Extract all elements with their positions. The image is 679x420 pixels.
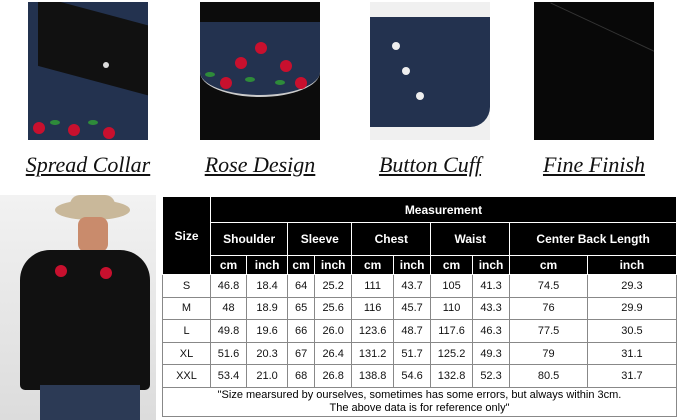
value-cell: 29.3 xyxy=(586,274,678,298)
value-cell: 51.6 xyxy=(210,341,247,366)
size-cell: XL xyxy=(162,341,211,366)
unit-header: cm xyxy=(287,255,315,275)
value-cell: 77.5 xyxy=(509,319,588,343)
value-cell: 79 xyxy=(509,341,588,366)
value-cell: 52.3 xyxy=(471,364,511,388)
table-row: S 46.8 18.4 64 25.2 111 43.7 105 41.3 74.5 29.3 xyxy=(162,274,678,298)
table-row: L 49.8 19.6 66 26.0 123.6 48.7 117.6 46.3 77.5 30.… xyxy=(162,319,678,343)
column-header: Chest xyxy=(351,222,432,256)
value-cell: 110 xyxy=(430,296,473,321)
value-cell: 116 xyxy=(351,296,394,321)
value-cell: 29.9 xyxy=(586,296,678,321)
caption-fine-finish: Fine Finish xyxy=(542,152,646,177)
note-line-1: "Size mearsured by ourselves, sometimes … xyxy=(217,388,622,401)
value-cell: 31.1 xyxy=(586,341,678,366)
value-cell: 20.3 xyxy=(245,341,289,366)
size-cell: XXL xyxy=(162,364,211,388)
value-cell: 53.4 xyxy=(210,364,247,388)
caption-spread-collar: Spread Collar xyxy=(25,152,151,177)
value-cell: 43.3 xyxy=(471,296,511,321)
unit-header: inch xyxy=(586,255,678,275)
caption-button-cuff: Button Cuff xyxy=(378,152,482,177)
size-note: "Size mearsured by ourselves, sometimes … xyxy=(162,386,677,417)
value-cell: 26.0 xyxy=(313,319,353,343)
value-cell: 31.7 xyxy=(586,364,678,388)
value-cell: 26.4 xyxy=(313,341,353,366)
value-cell: 123.6 xyxy=(351,319,394,343)
value-cell: 19.6 xyxy=(245,319,289,343)
value-cell: 65 xyxy=(287,296,315,321)
fine-finish-image xyxy=(534,2,654,140)
rose-design-image xyxy=(200,2,320,140)
button-cuff-image xyxy=(370,2,490,140)
unit-header: inch xyxy=(392,255,432,275)
size-cell: S xyxy=(162,274,211,298)
size-cell: L xyxy=(162,319,211,343)
table-row: M 48 18.9 65 25.6 116 45.7 110 43.3 76 29.9 xyxy=(162,296,678,321)
column-header: Waist xyxy=(430,222,511,256)
value-cell: 138.8 xyxy=(351,364,394,388)
value-cell: 25.2 xyxy=(313,274,353,298)
unit-header: inch xyxy=(471,255,511,275)
value-cell: 30.5 xyxy=(586,319,678,343)
value-cell: 80.5 xyxy=(509,364,588,388)
model-photo xyxy=(0,195,156,420)
value-cell: 66 xyxy=(287,319,315,343)
value-cell: 105 xyxy=(430,274,473,298)
unit-header: cm xyxy=(210,255,247,275)
value-cell: 46.8 xyxy=(210,274,247,298)
value-cell: 49.8 xyxy=(210,319,247,343)
value-cell: 54.6 xyxy=(392,364,432,388)
unit-header: cm xyxy=(509,255,588,275)
value-cell: 45.7 xyxy=(392,296,432,321)
unit-header: cm xyxy=(351,255,394,275)
value-cell: 68 xyxy=(287,364,315,388)
value-cell: 76 xyxy=(509,296,588,321)
measurement-header: Measurement xyxy=(210,196,677,223)
value-cell: 43.7 xyxy=(392,274,432,298)
value-cell: 74.5 xyxy=(509,274,588,298)
unit-header: cm xyxy=(430,255,473,275)
table-row: XXL 53.4 21.0 68 26.8 138.8 54.6 132.8 52.3 80.5 3… xyxy=(162,364,678,388)
size-chart-table: Size Measurement Shoulder Sleeve Chest W… xyxy=(162,196,678,417)
unit-header: inch xyxy=(245,255,289,275)
value-cell: 21.0 xyxy=(245,364,289,388)
column-header: Shoulder xyxy=(209,222,289,256)
unit-header: inch xyxy=(313,255,353,275)
table-row: XL 51.6 20.3 67 26.4 131.2 51.7 125.2 49.3 79 31.1 xyxy=(162,341,678,366)
value-cell: 48 xyxy=(210,296,247,321)
value-cell: 131.2 xyxy=(351,341,394,366)
value-cell: 41.3 xyxy=(471,274,511,298)
size-cell: M xyxy=(162,296,211,321)
note-line-2: The above data is for reference only" xyxy=(329,401,510,414)
value-cell: 26.8 xyxy=(313,364,353,388)
value-cell: 25.6 xyxy=(313,296,353,321)
value-cell: 117.6 xyxy=(430,319,473,343)
value-cell: 64 xyxy=(287,274,315,298)
column-header: Center Back Length xyxy=(509,222,677,256)
value-cell: 67 xyxy=(287,341,315,366)
value-cell: 132.8 xyxy=(430,364,473,388)
caption-rose-design: Rose Design xyxy=(204,152,316,177)
value-cell: 125.2 xyxy=(430,341,473,366)
value-cell: 51.7 xyxy=(392,341,432,366)
value-cell: 18.4 xyxy=(245,274,289,298)
value-cell: 49.3 xyxy=(471,341,511,366)
size-header: Size xyxy=(162,196,211,275)
value-cell: 46.3 xyxy=(471,319,511,343)
spread-collar-image xyxy=(28,2,148,140)
value-cell: 18.9 xyxy=(245,296,289,321)
value-cell: 48.7 xyxy=(392,319,432,343)
column-header: Sleeve xyxy=(287,222,353,256)
value-cell: 111 xyxy=(351,274,394,298)
